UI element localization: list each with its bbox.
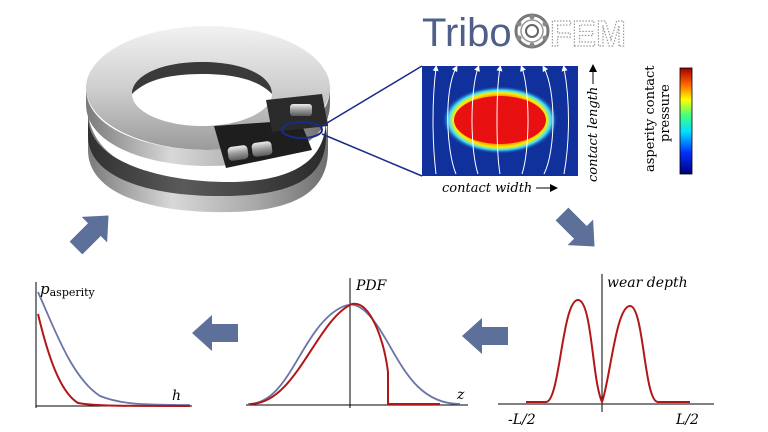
asperity-pressure-plot: pasperity h (35, 280, 192, 408)
flow-streamlines (432, 65, 569, 175)
wear-ylabel: wear depth (607, 275, 688, 291)
pressure-red-curve (37, 313, 191, 407)
pressure-blue-curve (37, 291, 191, 406)
tribofem-logo: Tribo FEM (422, 11, 627, 55)
thrust-bearing-illustration (86, 26, 330, 213)
arrow-wear-to-pdf (462, 318, 508, 354)
colorbar-label-line2: pressure (658, 84, 673, 142)
pressure-core (454, 96, 546, 144)
arrow-down-to-wear (555, 207, 595, 247)
contact-length-label: contact length (586, 87, 601, 182)
wear-red-curve (526, 298, 690, 405)
colorbar-gradient (679, 67, 693, 175)
wear-depth-plot: wear depth -L/2 L/2 (498, 274, 714, 428)
pdf-blue-curve (247, 303, 461, 405)
pressure-xlabel: h (172, 388, 181, 404)
zoom-callout-lines (321, 65, 423, 177)
logo-text-right: FEM (550, 13, 626, 54)
pdf-plot: PDF z (246, 278, 468, 408)
pressure-ylabel: pasperity (40, 280, 96, 299)
colorbar-label-line1: asperity contact (643, 65, 658, 172)
contact-pressure-map: contact width contact length (422, 64, 601, 196)
arrow-pdf-to-pressure (192, 315, 238, 351)
pdf-ylabel: PDF (355, 278, 388, 294)
flow-arrows (69, 207, 595, 354)
pdf-xlabel: z (456, 387, 465, 403)
wear-tick-left: -L/2 (508, 412, 536, 428)
logo-text-left: Tribo (422, 11, 512, 55)
pressure-colorbar: asperity contact pressure (643, 65, 693, 175)
bearing-logo-icon (514, 13, 550, 49)
pdf-red-curve (249, 302, 440, 405)
wear-tick-right: L/2 (675, 412, 699, 428)
contact-width-label: contact width (442, 181, 532, 196)
arrow-up-to-bearing (69, 215, 109, 255)
